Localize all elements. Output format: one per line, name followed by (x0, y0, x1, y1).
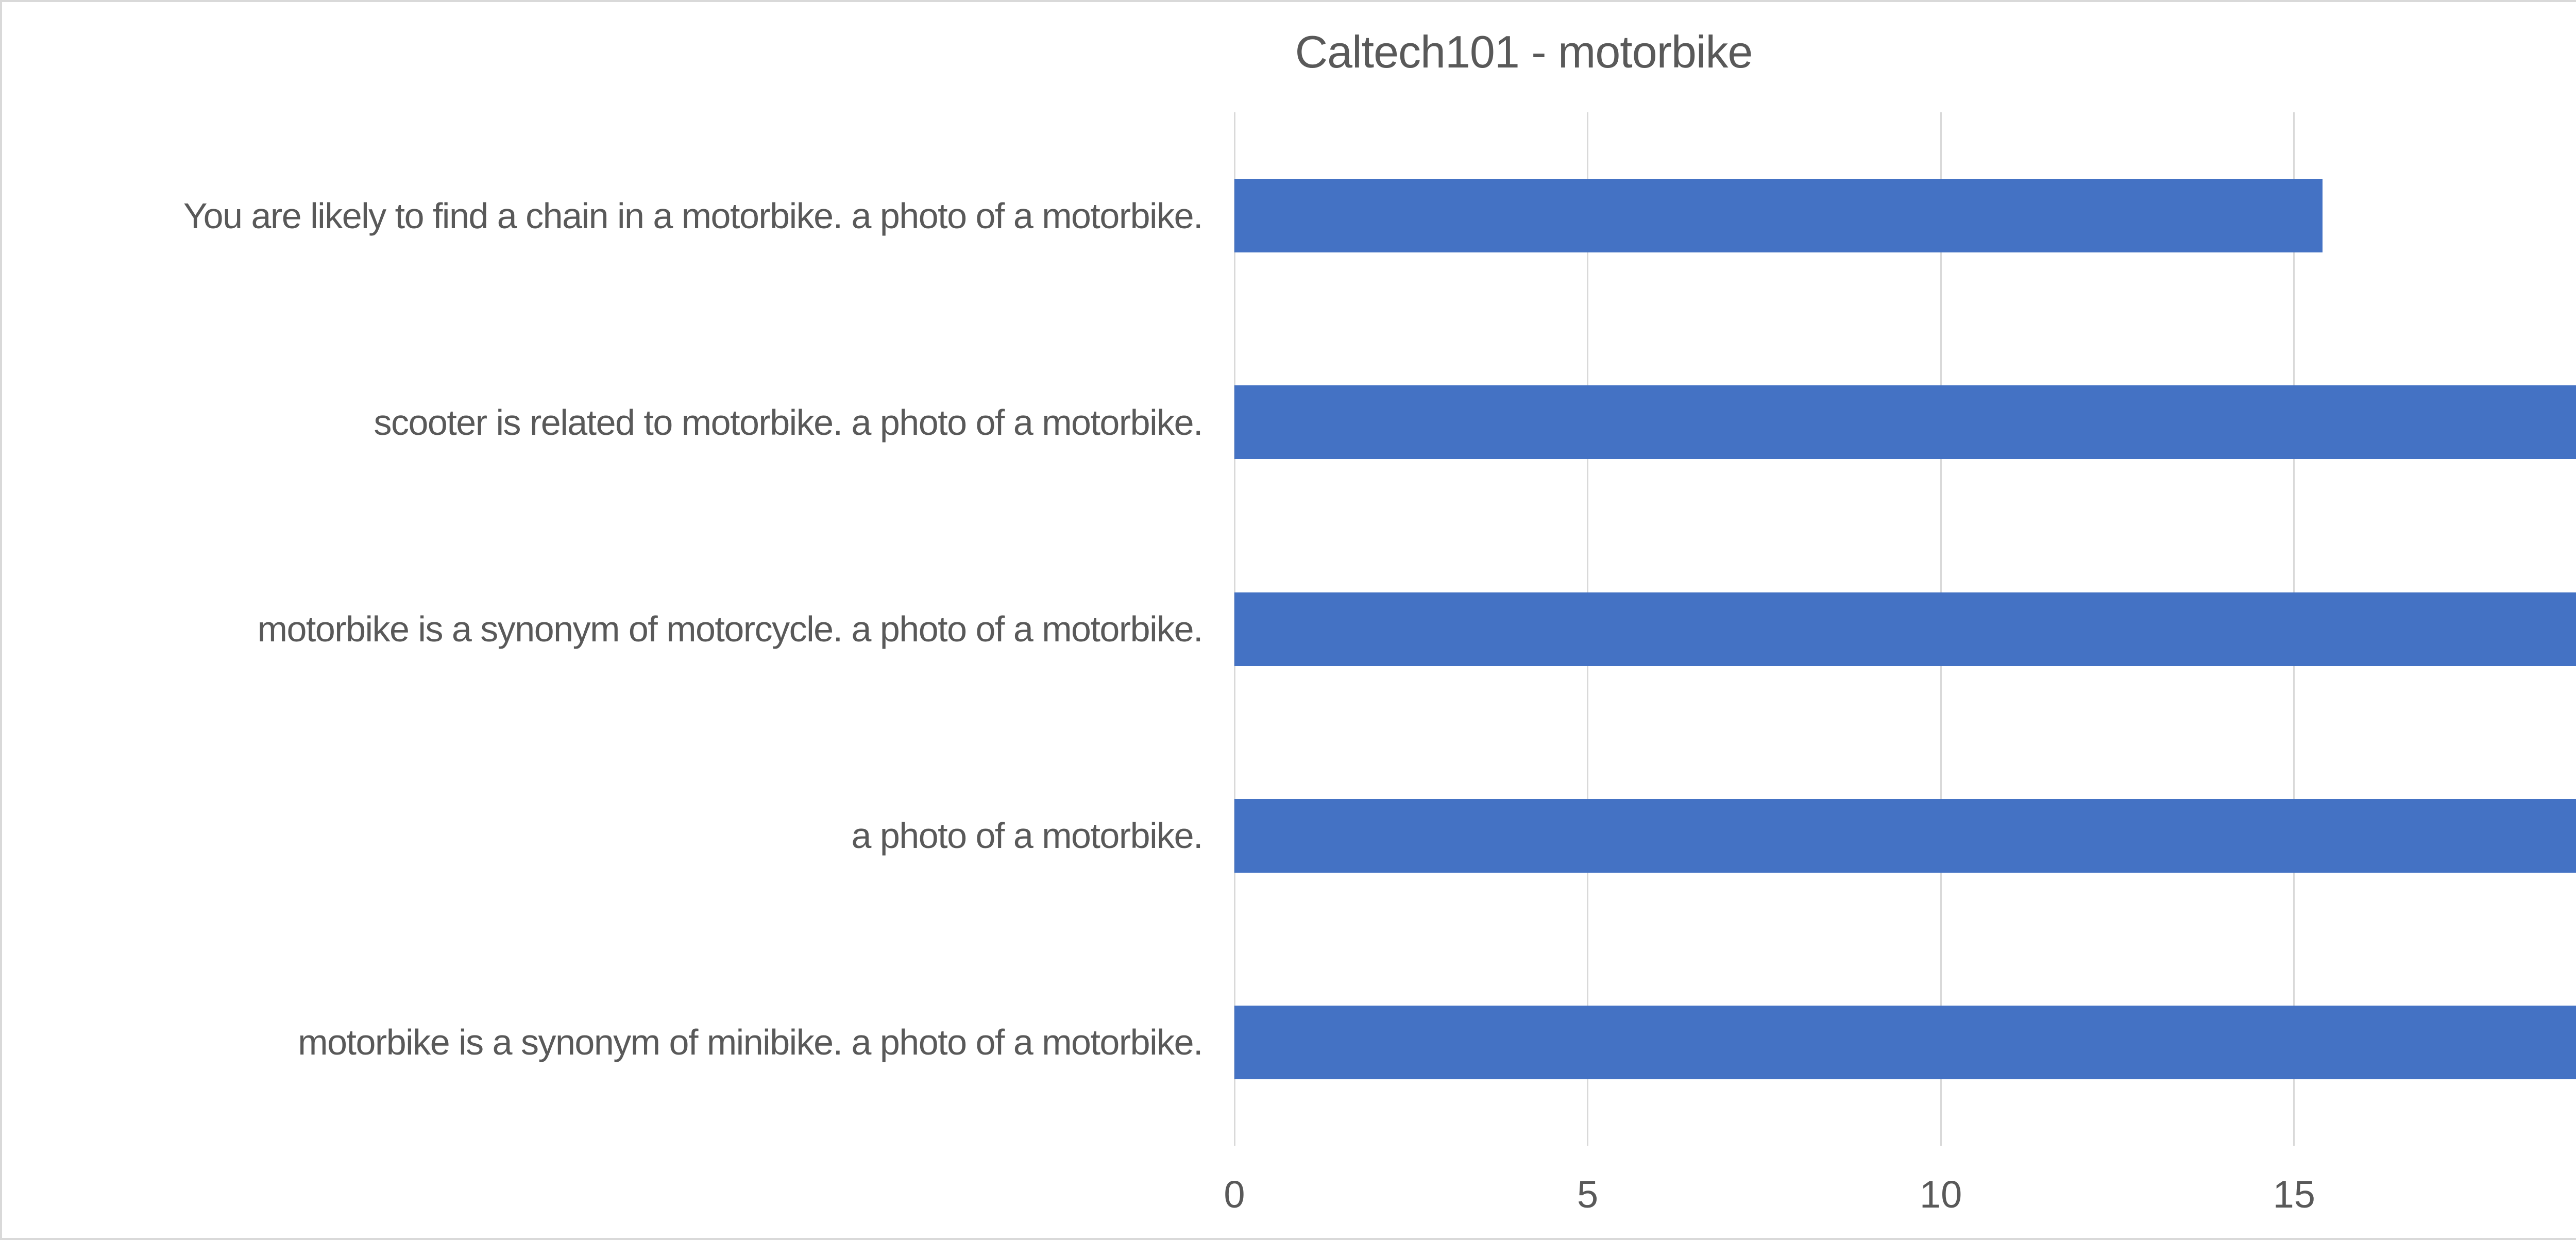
category-label: motorbike is a synonym of motorcycle. a … (257, 608, 1204, 649)
bar (1234, 592, 2576, 666)
tick-label: 0 (1224, 1173, 1245, 1216)
tick-label: 5 (1577, 1173, 1599, 1216)
bar (1234, 799, 2576, 873)
bar (1234, 385, 2576, 460)
bar (1234, 1005, 2576, 1079)
category-label: You are likely to find a chain in a moto… (183, 195, 1204, 236)
tick-label: 15 (2273, 1173, 2315, 1216)
value-axis: 0510152025 (2, 1173, 2576, 1229)
category-label: motorbike is a synonym of minibike. a ph… (298, 1022, 1203, 1063)
category-label: a photo of a motorbike. (851, 816, 1204, 856)
category-label: scooter is related to motorbike. a photo… (374, 402, 1203, 443)
plot-area (1233, 112, 2576, 1146)
bar (1234, 179, 2323, 253)
tick-label: 10 (1920, 1173, 1962, 1216)
chart-title: Caltech101 - motorbike (1295, 26, 1753, 77)
category-axis: You are likely to find a chain in a moto… (2, 112, 1204, 1146)
